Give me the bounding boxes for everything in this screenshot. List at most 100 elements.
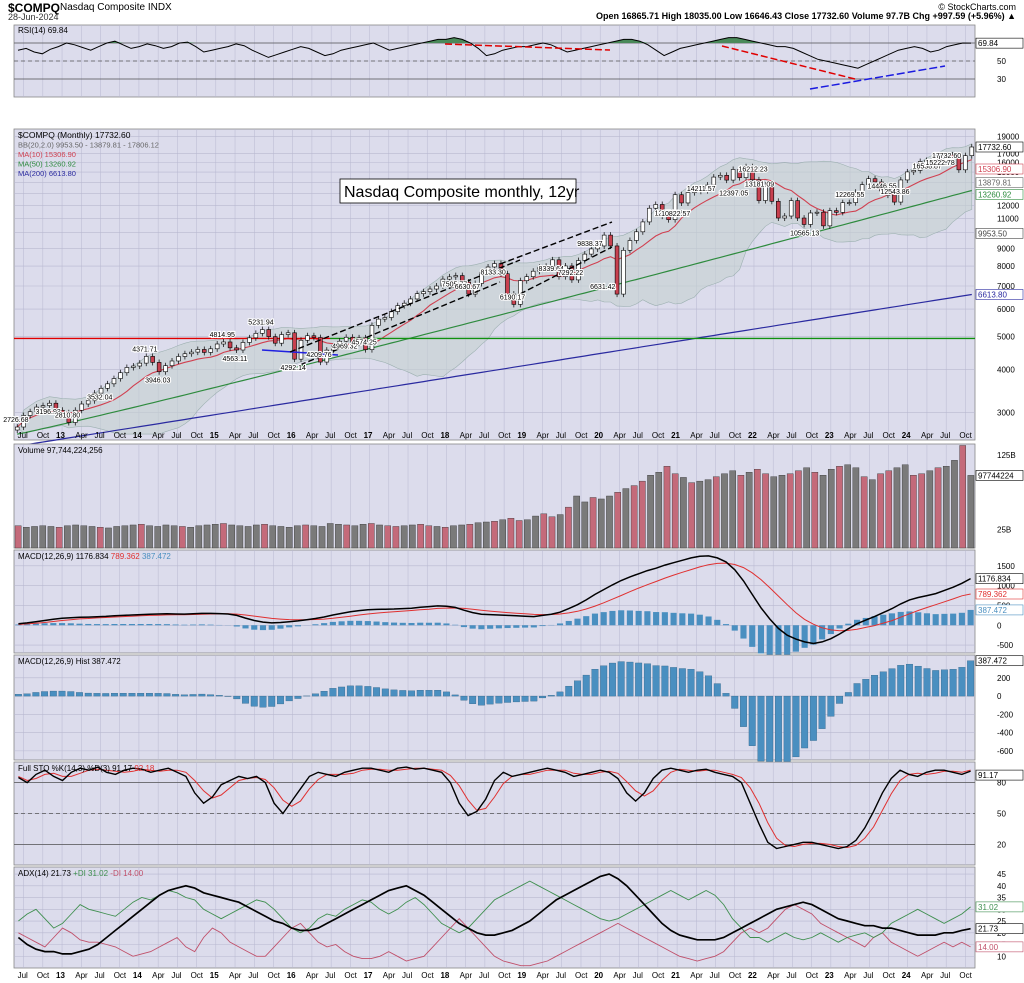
macd-histogram-bar	[486, 695, 494, 705]
price-right-label: 13879.81	[978, 179, 1012, 188]
price-annotation: 12269.55	[835, 192, 864, 199]
price-annotation: 8133.30	[481, 270, 506, 277]
candle	[808, 212, 813, 225]
volume-bar	[762, 473, 769, 549]
macd-histogram-bar	[137, 693, 145, 697]
volume-last-value: 97744224	[978, 471, 1014, 480]
candle	[634, 231, 639, 241]
candle	[240, 342, 246, 351]
x-tick-label: Jul	[556, 431, 566, 440]
macd-histogram-bar	[285, 695, 293, 702]
macd-hist-bar	[24, 624, 31, 626]
volume-bar	[647, 475, 654, 549]
volume-bar	[942, 466, 950, 549]
macd-histogram-bar	[958, 667, 966, 697]
price-annotation: 4574.25	[352, 340, 377, 347]
macd-hist-bar	[513, 625, 520, 628]
adx-legend-part: ADX(14) 21.73	[18, 869, 73, 878]
adx-right-label-box	[975, 923, 1024, 935]
volume-bar	[121, 525, 129, 549]
x-tick-label-bottom: Jul	[940, 971, 950, 980]
macd-histogram-bar	[574, 680, 581, 697]
candle	[614, 245, 620, 295]
x-tick-label-bottom: Oct	[344, 971, 357, 980]
volume-bar	[392, 526, 400, 549]
price-annotation: 5231.94	[248, 320, 273, 327]
stochastic-ytick-label: 20	[997, 840, 1006, 849]
price-ytick-label: 9000	[997, 244, 1015, 253]
price-annotation: 3946.03	[145, 378, 170, 385]
price-right-label: 9953.50	[978, 229, 1007, 238]
macd-histogram-bar	[93, 693, 101, 697]
x-tick-label-bottom: Oct	[114, 971, 127, 980]
macd-right-label-box	[975, 588, 1024, 600]
volume-bar	[565, 506, 572, 549]
volume-bar	[573, 495, 580, 549]
stochastic-panel: 20 50 80 Full STO %K(14,3) %D(3) 91.17 92.1…	[13, 761, 1024, 866]
x-tick-label: Apr	[537, 431, 550, 440]
macd-hist-bar	[915, 612, 922, 626]
chart-header: $COMPQ Nasdaq Composite INDX 28-Jun-2024…	[0, 0, 1024, 22]
adx-right-label-box	[975, 941, 1024, 953]
candle	[905, 171, 910, 181]
macd-histogram-bar	[215, 695, 223, 697]
price-annotation: 10565.13	[790, 230, 819, 237]
candle	[272, 336, 278, 344]
candle	[382, 317, 388, 320]
volume-bar	[474, 522, 482, 549]
price-ytick-label: 19000	[997, 133, 1020, 142]
adx-legend: ADX(14) 21.73 +DI 31.02 -DI 14.00	[18, 869, 144, 878]
x-tick-label-bottom: Apr	[613, 971, 626, 980]
macd-histogram-bar	[268, 695, 276, 707]
adx-ytick-label: 10	[997, 952, 1006, 961]
x-tick-label-bottom: Oct	[498, 971, 511, 980]
adx-ytick-label: 25	[997, 917, 1006, 926]
macd-histogram-bar	[670, 667, 678, 697]
volume-bar	[614, 492, 621, 549]
x-tick-label: Oct	[344, 431, 357, 440]
candle	[202, 349, 207, 353]
macd-hist-bar	[495, 625, 502, 629]
credit-label: © StockCharts.com	[938, 2, 1016, 12]
candle	[479, 272, 484, 284]
rsi-last-value: 69.84	[978, 39, 999, 48]
candle	[21, 415, 26, 428]
macd-hist-bar	[880, 614, 887, 626]
macd-histogram-bar	[547, 695, 555, 697]
x-tick-label-bottom: Jul	[171, 971, 181, 980]
macd-histogram-bar	[582, 674, 590, 697]
candle	[53, 402, 59, 411]
x-tick-label: Jul	[940, 431, 950, 440]
x-tick-label-bottom: Apr	[690, 971, 703, 980]
macd-hist-bar	[41, 623, 48, 626]
x-tick-label-bottom: 17	[364, 971, 373, 980]
price-legend-2: MA(10) 15306.90	[18, 150, 76, 159]
macd-hist-bar	[967, 609, 974, 626]
macd-histogram-bar	[783, 695, 791, 767]
volume-bar	[253, 524, 260, 549]
macd-hist-legend: MACD(12,26,9) Hist 387.472	[18, 657, 121, 666]
candle	[724, 175, 729, 181]
x-tick-label: 21	[671, 431, 680, 440]
macd-hist-bar	[670, 612, 677, 626]
macd-line	[18, 555, 971, 645]
adx-minus-di-line	[18, 904, 971, 967]
macd-histogram-bar	[338, 686, 346, 697]
volume-bar	[836, 466, 843, 549]
candle	[679, 194, 684, 204]
adx-plus-di-line	[18, 880, 971, 943]
price-ytick-label: 5000	[997, 332, 1015, 341]
candle	[427, 288, 433, 292]
volume-ytick-label: 25B	[997, 525, 1011, 534]
volume-bar	[351, 525, 359, 549]
x-tick-label-bottom: Jul	[325, 971, 335, 980]
x-tick-label-bottom: Apr	[383, 971, 396, 980]
candle	[666, 215, 671, 220]
macd-histogram-bar	[460, 695, 468, 701]
price-right-label: 6613.80	[978, 290, 1007, 299]
x-tick-label: Oct	[37, 431, 50, 440]
x-axis-bottom: Jul Oct 13 Apr Jul Oct 14 Apr Jul Oct 15 Apr Jul Oct 1…	[18, 971, 973, 980]
candle	[589, 248, 594, 255]
candle	[872, 178, 878, 183]
macd-hist-last-value: 387.472	[978, 657, 1007, 666]
